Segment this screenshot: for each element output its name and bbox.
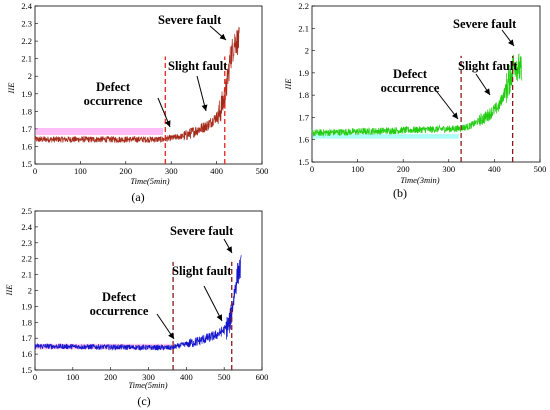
chart-a-arrow-head xyxy=(201,104,208,111)
chart-c-plot: 0 100 200 300 400 500 600 1.5 1.6 1.7 1.8 1.9 2 2.1 2.… xyxy=(21,206,268,382)
chart-a-ylabel: IIE xyxy=(6,82,16,95)
chart-c-xtick-label: 300 xyxy=(142,372,155,382)
chart-b-xtick-label: 0 xyxy=(310,164,314,174)
chart-c-xtick-label: 0 xyxy=(33,372,37,382)
chart-c-series xyxy=(34,255,242,351)
chart-a-xtick-label: 0 xyxy=(33,166,37,176)
chart-c-ytick-label: 2 xyxy=(28,286,32,296)
chart-c-annotation: Defect occurrence xyxy=(90,290,149,318)
chart-c-xlabel: Time(5min) xyxy=(128,380,167,390)
chart-a-xlabel: Time(5min) xyxy=(130,176,169,186)
chart-b-arrow-head xyxy=(508,39,514,46)
chart-a-ytick-label: 2.1 xyxy=(21,54,32,64)
chart-b-arrow-head xyxy=(484,88,490,95)
chart-a-annotation: Defect occurrence xyxy=(84,80,143,108)
chart-b-xtick-label: 100 xyxy=(351,164,364,174)
chart-c-ylabel: IIE xyxy=(4,284,14,297)
chart-a-ytick-label: 1.9 xyxy=(21,89,32,99)
chart-a-ytick-label: 1.5 xyxy=(21,159,32,169)
chart-c-ytick-label: 1.8 xyxy=(21,317,32,327)
chart-c-panel-label: (c) xyxy=(137,394,150,408)
chart-c-arrow-head xyxy=(216,314,222,321)
chart-c: 0 100 200 300 400 500 600 1.5 1.6 1.7 1.8 1.9 2 2.1 2.… xyxy=(4,206,268,408)
chart-c-ytick-label: 1.7 xyxy=(21,333,32,343)
chart-c-ytick-label: 2.2 xyxy=(21,254,32,264)
chart-c-xtick-label: 400 xyxy=(180,372,193,382)
chart-b-band xyxy=(312,134,459,139)
chart-a-xtick-label: 300 xyxy=(165,166,178,176)
chart-c-xtick-label: 100 xyxy=(66,372,79,382)
chart-a-ytick-label: 1.8 xyxy=(21,106,32,116)
chart-b-annotation-arrow xyxy=(433,87,459,120)
chart-a-xtick-label: 500 xyxy=(256,166,269,176)
chart-b-xtick-label: 200 xyxy=(397,164,410,174)
chart-b-arrow-head xyxy=(451,112,458,119)
chart-a-plot: 0 100 200 300 400 500 1.5 1.6 1.7 1.8 1.9 2 2.1 2.2 2.… xyxy=(21,1,268,176)
chart-a-xtick-label: 200 xyxy=(119,166,132,176)
chart-a-annotation: Slight fault xyxy=(168,59,228,73)
chart-b-xlabel: Time(3min) xyxy=(400,175,439,185)
chart-c-ytick-label: 2.3 xyxy=(21,238,32,248)
chart-b-annotation: Defect occurrence xyxy=(381,67,440,95)
chart-b-ytick-label: 2.2 xyxy=(298,1,309,11)
chart-c-ytick-label: 1.5 xyxy=(21,365,32,375)
chart-b-ytick-label: 1.5 xyxy=(298,157,309,167)
chart-b-xtick-label: 400 xyxy=(488,164,501,174)
chart-a: 0 100 200 300 400 500 1.5 1.6 1.7 1.8 1.9 2 2.1 2.2 2.… xyxy=(6,1,268,204)
chart-c-ytick-label: 2.4 xyxy=(21,222,32,232)
chart-a-annotation-arrow xyxy=(196,75,207,112)
chart-b: 0 100 200 300 400 500 1.5 1.6 1.7 1.8 1.9 2 2.1 2.2 Se… xyxy=(283,1,546,200)
chart-c-plot-area xyxy=(34,210,263,371)
chart-c-annotation: Slight fault xyxy=(172,264,232,278)
chart-a-ytick-label: 2 xyxy=(28,71,32,81)
chart-c-xtick-label: 500 xyxy=(218,372,231,382)
chart-b-xtick-label: 300 xyxy=(442,164,455,174)
chart-b-ytick-label: 2.1 xyxy=(298,23,309,33)
chart-c-arrow-head xyxy=(168,332,174,339)
chart-b-ytick-label: 1.6 xyxy=(298,135,309,145)
chart-c-ytick-label: 1.9 xyxy=(21,301,32,311)
chart-b-ytick-label: 1.9 xyxy=(298,68,309,78)
chart-c-ytick-label: 2.1 xyxy=(21,270,32,280)
chart-c-annotation: Severe fault xyxy=(170,224,234,238)
chart-a-annotation: Severe fault xyxy=(158,13,222,27)
chart-b-xtick-label: 500 xyxy=(534,164,547,174)
chart-a-xtick-label: 400 xyxy=(210,166,223,176)
chart-a-ytick-label: 2.2 xyxy=(21,36,32,46)
chart-a-ytick-label: 2.4 xyxy=(21,1,32,11)
chart-a-series xyxy=(34,26,240,144)
chart-a-ytick-label: 2.3 xyxy=(21,19,32,29)
chart-a-arrow-head xyxy=(164,120,171,127)
chart-a-xtick-label: 100 xyxy=(74,166,87,176)
chart-b-panel-label: (b) xyxy=(393,186,407,200)
chart-a-panel-label: (a) xyxy=(131,190,144,204)
chart-b-annotation: Slight fault xyxy=(458,59,518,73)
chart-c-arrow-head xyxy=(226,246,232,253)
chart-b-plot: 0 100 200 300 400 500 1.5 1.6 1.7 1.8 1.9 2 2.1 2.2 Se… xyxy=(298,1,546,174)
chart-a-arrow-head xyxy=(219,33,226,40)
chart-b-series xyxy=(311,53,523,138)
chart-b-ytick-label: 1.8 xyxy=(298,90,309,100)
chart-c-xtick-label: 600 xyxy=(256,372,269,382)
chart-a-band xyxy=(35,128,164,136)
chart-a-ytick-label: 1.6 xyxy=(21,141,32,151)
chart-c-ytick-label: 1.6 xyxy=(21,349,32,359)
chart-c-ytick-label: 2.5 xyxy=(21,206,32,216)
chart-c-xtick-label: 200 xyxy=(104,372,117,382)
chart-b-ytick-label: 1.7 xyxy=(298,112,309,122)
chart-b-ytick-label: 2 xyxy=(305,46,309,56)
chart-a-ytick-label: 1.7 xyxy=(21,124,32,134)
chart-c-annotation-arrow xyxy=(203,285,223,322)
chart-b-annotation: Severe fault xyxy=(453,17,517,31)
chart-b-ylabel: IIE xyxy=(283,78,293,91)
